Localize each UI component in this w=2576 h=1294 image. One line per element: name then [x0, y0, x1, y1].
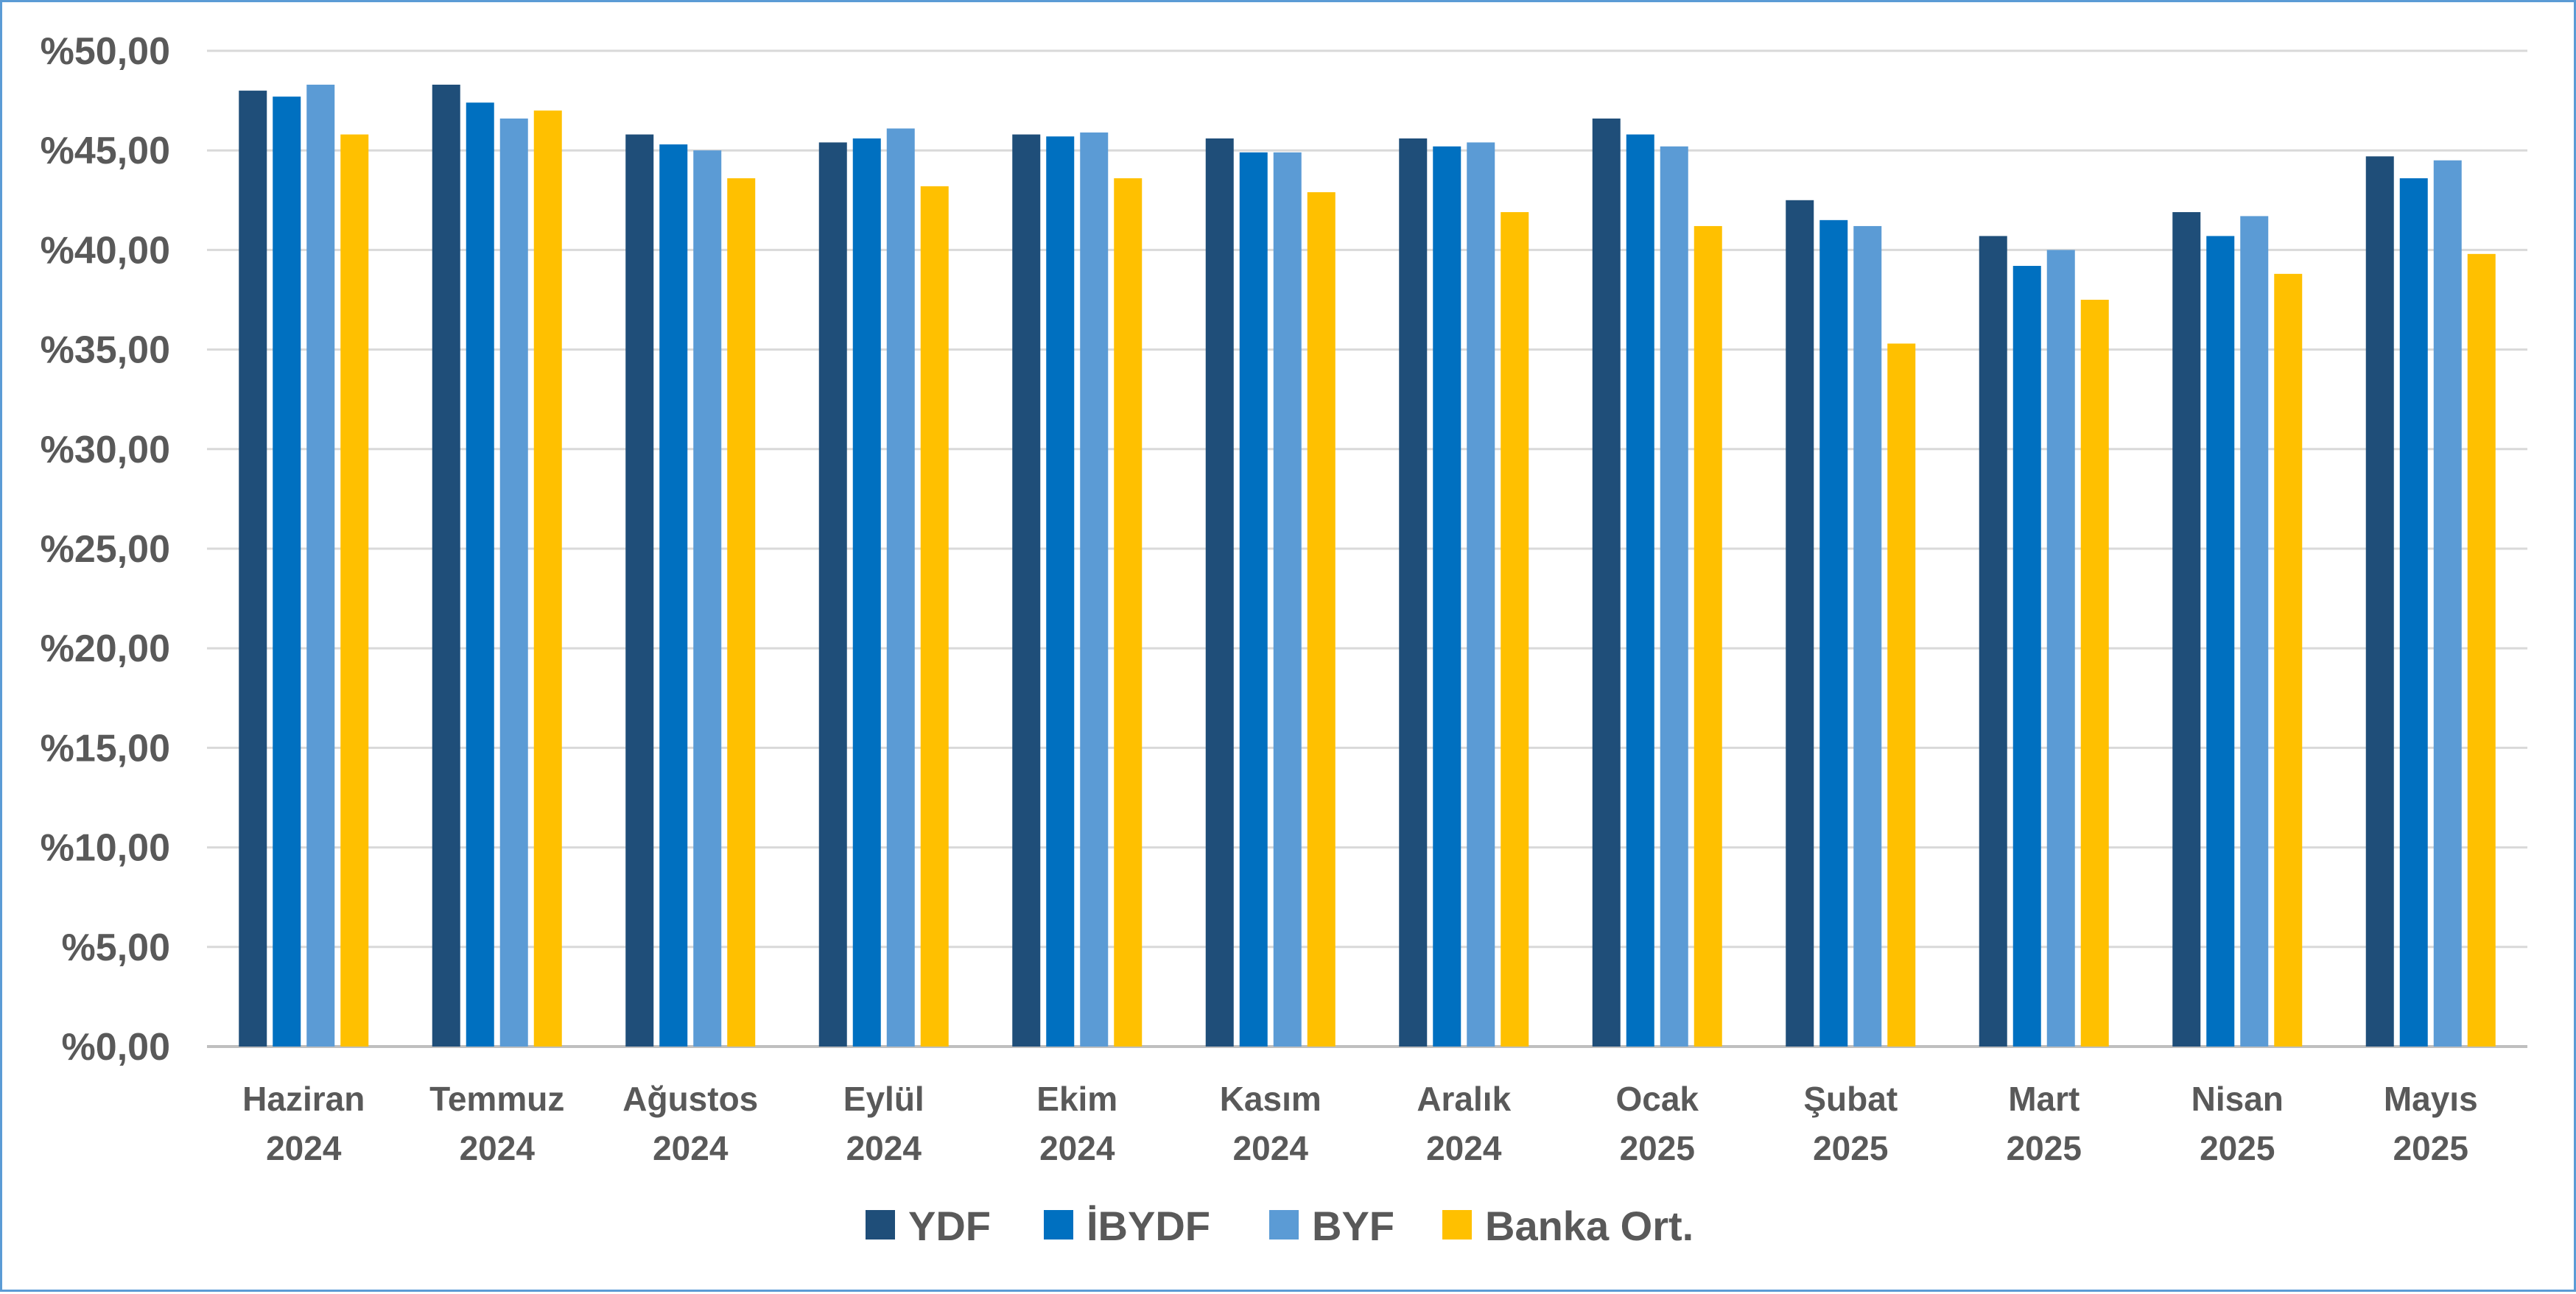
y-tick-label: %15,00: [41, 727, 170, 770]
bar: [2365, 156, 2394, 1047]
bar: [2240, 216, 2269, 1047]
x-tick-label-year: 2025: [2007, 1129, 2082, 1167]
bar: [306, 84, 335, 1047]
bar: [2433, 160, 2462, 1047]
bar: [340, 134, 369, 1047]
bar: [2012, 266, 2041, 1047]
bar: [1501, 212, 1529, 1047]
bar: [1433, 146, 1461, 1047]
bar: [239, 91, 267, 1047]
y-tick-label: %50,00: [41, 30, 170, 73]
bar: [2206, 236, 2235, 1047]
x-tick-label-year: 2024: [846, 1129, 922, 1167]
y-tick-label: %35,00: [41, 329, 170, 372]
bar: [273, 96, 301, 1047]
bars: [239, 84, 2496, 1047]
x-tick-label-month: Nisan: [2191, 1080, 2284, 1118]
x-tick-label-month: Haziran: [242, 1080, 365, 1118]
legend: YDF İBYDF BYF Banka Ort.: [866, 1203, 1694, 1249]
x-tick-label-year: 2024: [1426, 1129, 1502, 1167]
x-tick-label-year: 2025: [2393, 1129, 2468, 1167]
bar: [1046, 136, 1075, 1047]
x-tick-label-month: Eylül: [843, 1080, 924, 1118]
bar: [1205, 138, 1234, 1047]
y-tick-label: %20,00: [41, 627, 170, 670]
bar: [1694, 225, 1722, 1047]
bar: [1786, 200, 1814, 1047]
bar: [1592, 118, 1621, 1047]
legend-label: BYF: [1312, 1203, 1394, 1249]
y-tick-label: %10,00: [41, 827, 170, 870]
bar: [1239, 152, 1268, 1047]
bar: [659, 144, 688, 1047]
x-axis-ticks: Haziran 2024 Temmuz 2024 Ağustos 2024 Eylül 202…: [242, 1080, 2478, 1167]
y-tick-label: %5,00: [62, 926, 170, 969]
legend-label: YDF: [908, 1203, 991, 1249]
bar: [1467, 142, 1495, 1047]
bar: [727, 178, 756, 1047]
bar: [1979, 236, 2007, 1047]
gridlines: [207, 49, 2527, 1048]
x-tick-label-month: Şubat: [1803, 1080, 1898, 1118]
bar: [1887, 343, 1916, 1047]
bar: [1853, 225, 1882, 1047]
bar: [1819, 219, 1848, 1047]
x-tick-label-month: Aralık: [1417, 1080, 1511, 1118]
legend-swatch: [866, 1210, 895, 1240]
bar: [1399, 138, 1428, 1047]
bar: [693, 150, 722, 1047]
bar: [1012, 134, 1041, 1047]
x-tick-label-month: Ağustos: [622, 1080, 758, 1118]
x-tick-label-month: Temmuz: [429, 1080, 564, 1118]
bar: [2467, 253, 2496, 1047]
bar: [1273, 152, 1302, 1047]
x-tick-label-year: 2024: [1039, 1129, 1115, 1167]
legend-swatch: [1269, 1210, 1299, 1240]
bar: [852, 138, 881, 1047]
bar: [2399, 178, 2428, 1047]
bar: [920, 186, 949, 1047]
x-tick-label-month: Mayıs: [2384, 1080, 2478, 1118]
y-tick-label: %45,00: [41, 130, 170, 172]
legend-label: Banka Ort.: [1485, 1203, 1694, 1249]
x-tick-label-year: 2025: [1813, 1129, 1888, 1167]
y-tick-label: %30,00: [41, 429, 170, 471]
bar: [1114, 178, 1143, 1047]
bar: [818, 142, 847, 1047]
bar: [533, 110, 562, 1047]
legend-label: İBYDF: [1087, 1203, 1210, 1249]
legend-swatch: [1044, 1210, 1073, 1240]
x-tick-label-year: 2025: [2200, 1129, 2275, 1167]
y-axis-ticks: %0,00 %5,00 %10,00 %15,00 %20,00 %25,00 %30,00…: [41, 30, 170, 1069]
x-tick-label-year: 2024: [460, 1129, 536, 1167]
y-tick-label: %25,00: [41, 528, 170, 571]
legend-swatch: [1442, 1210, 1472, 1240]
y-tick-label: %40,00: [41, 229, 170, 272]
bar: [625, 134, 654, 1047]
bar: [466, 102, 494, 1047]
bar: [2080, 300, 2109, 1047]
bar: [2172, 212, 2201, 1047]
x-tick-label-month: Ekim: [1036, 1080, 1117, 1118]
bar: [886, 128, 915, 1047]
y-tick-label: %0,00: [62, 1026, 170, 1069]
bar: [1660, 146, 1688, 1047]
bar: [1080, 132, 1109, 1047]
x-tick-label-month: Mart: [2008, 1080, 2080, 1118]
x-tick-label-year: 2024: [266, 1129, 342, 1167]
x-tick-label-year: 2024: [653, 1129, 729, 1167]
x-tick-label-month: Kasım: [1220, 1080, 1322, 1118]
bar: [2274, 273, 2303, 1047]
bar: [1626, 134, 1654, 1047]
x-tick-label-year: 2024: [1233, 1129, 1309, 1167]
x-tick-label-year: 2025: [1620, 1129, 1695, 1167]
x-tick-label-month: Ocak: [1615, 1080, 1699, 1118]
bar: [499, 118, 528, 1047]
bar: [1307, 191, 1336, 1047]
bar: [432, 84, 460, 1047]
bar: [2046, 250, 2075, 1047]
